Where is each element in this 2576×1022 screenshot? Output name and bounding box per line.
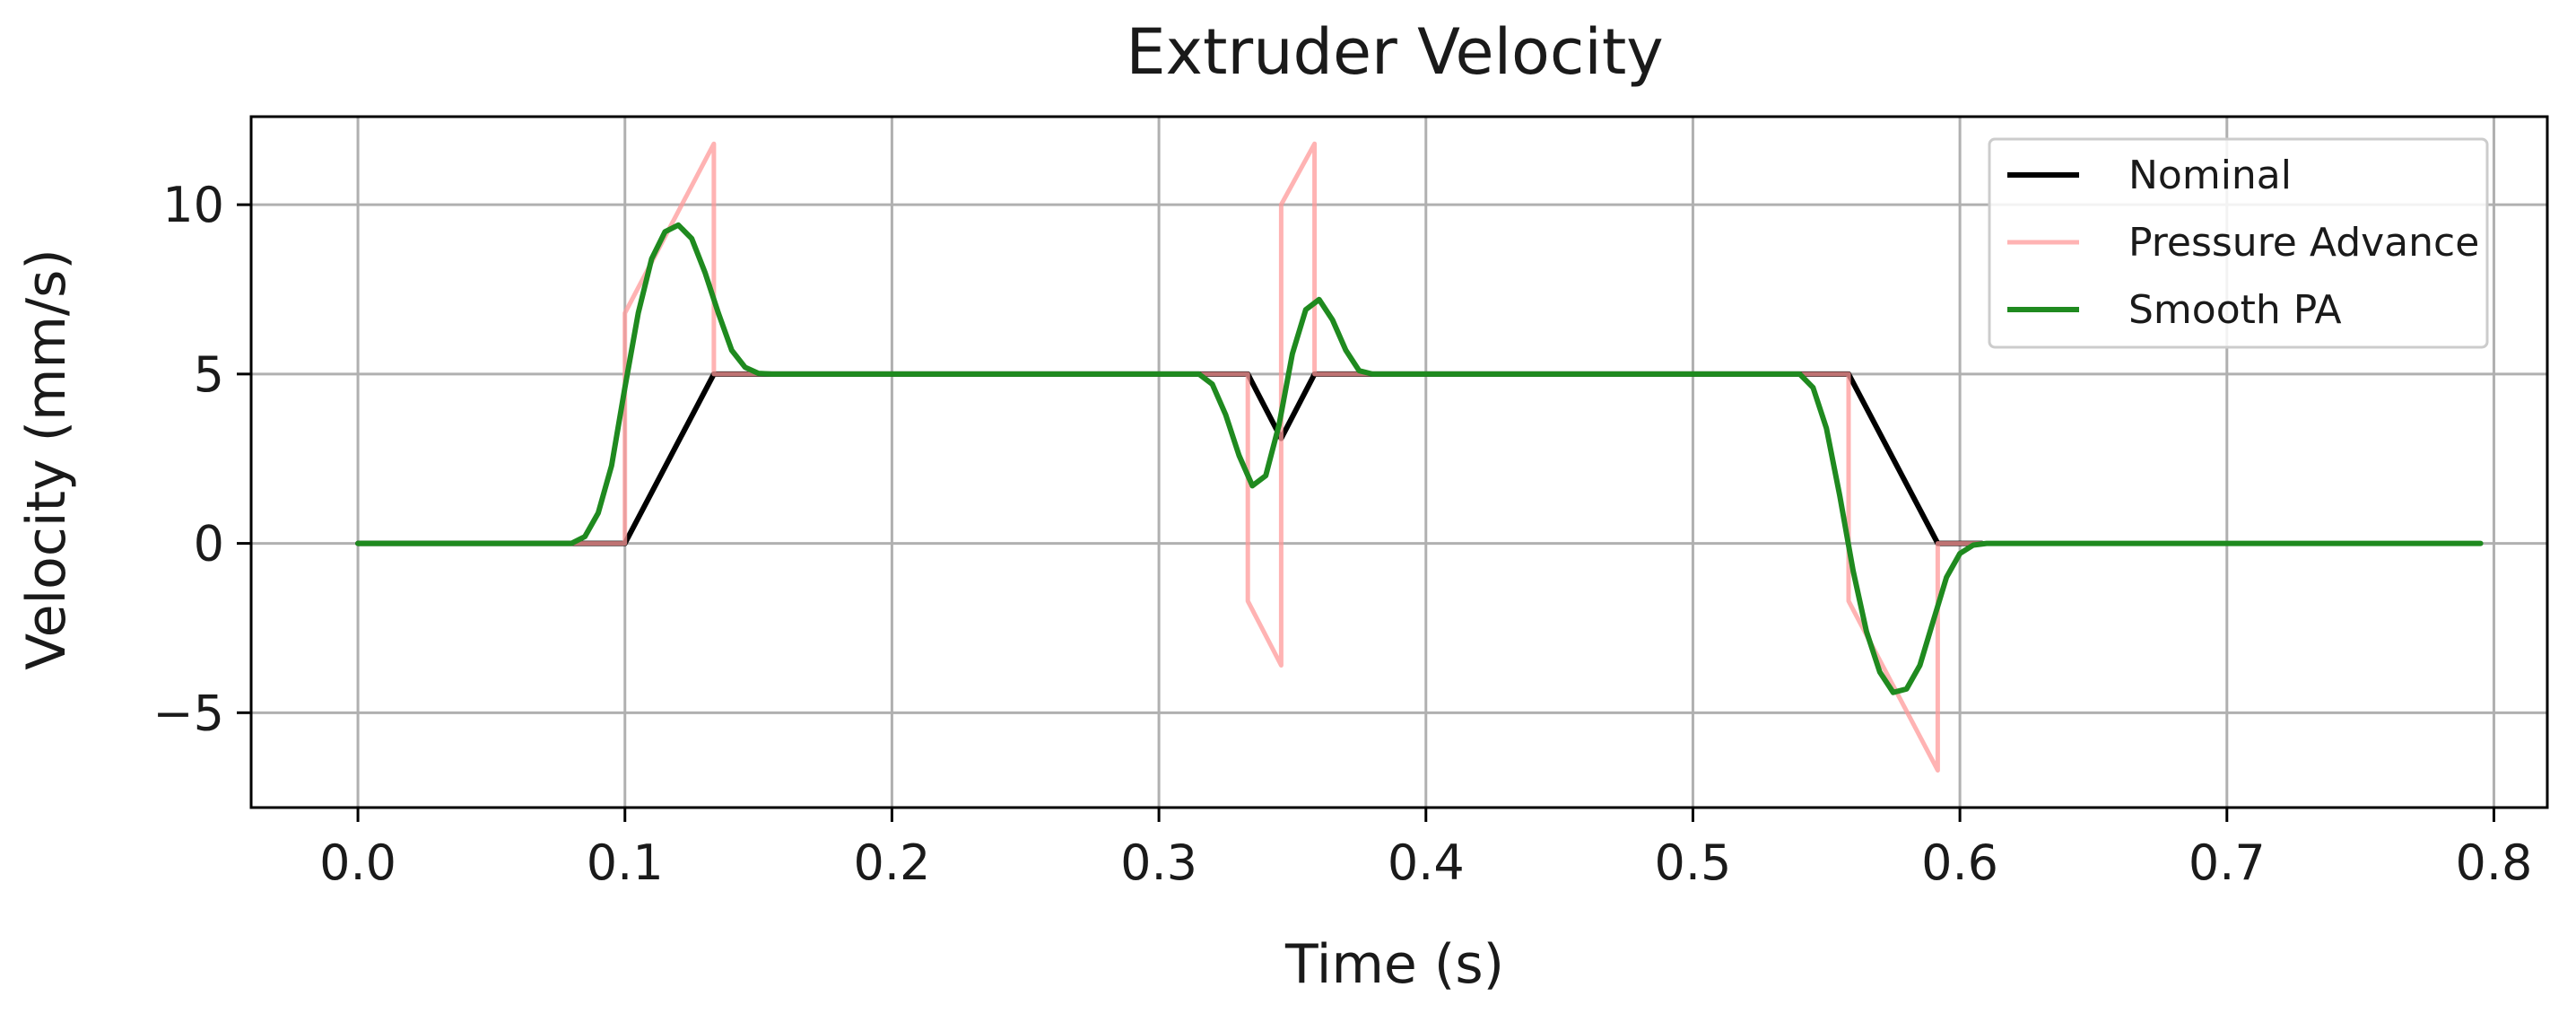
legend-box — [1988, 137, 2489, 349]
plot-area — [355, 141, 2484, 773]
x-tick-label: 0.6 — [1921, 834, 1998, 891]
x-tick-label: 0.7 — [2189, 834, 2266, 891]
x-tick-label: 0.4 — [1388, 834, 1465, 891]
legend: Nominal Pressure Advance Smooth PA — [1988, 137, 2489, 349]
x-axis-title: Time (s) — [1284, 933, 1504, 996]
plot-frame — [249, 115, 2549, 809]
chart-title: Extruder Velocity — [1126, 15, 1663, 89]
y-tick-label: 5 — [194, 346, 224, 403]
x-tick-label: 0.0 — [319, 834, 396, 891]
x-tick-label: 0.3 — [1120, 834, 1197, 891]
x-tick-label: 0.1 — [587, 834, 664, 891]
y-axis-title: Velocity (mm/s) — [15, 249, 78, 670]
axes: 0.0 0.1 0.2 0.3 0.4 0.5 0.6 0.7 0.8 −5 0 5 10 — [152, 115, 2549, 891]
series-line-pressure-advance — [355, 141, 1985, 773]
x-tick-label: 0.5 — [1654, 834, 1731, 891]
y-tick-label: 10 — [162, 177, 224, 233]
y-tick-label: −5 — [152, 685, 224, 741]
series-line-smooth-pa — [355, 222, 2484, 695]
x-tick-label: 0.8 — [2456, 834, 2533, 891]
legend-label: Nominal — [2128, 153, 2292, 198]
x-tick-label: 0.2 — [853, 834, 930, 891]
y-tick-label: 0 — [194, 516, 224, 572]
legend-label: Smooth PA — [2128, 287, 2342, 333]
legend-label: Pressure Advance — [2128, 220, 2479, 266]
series-line-nominal — [355, 371, 1985, 546]
